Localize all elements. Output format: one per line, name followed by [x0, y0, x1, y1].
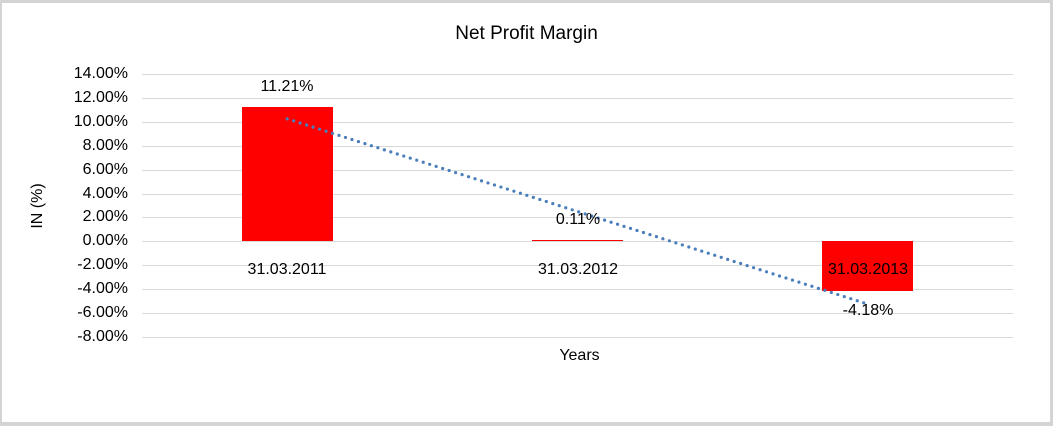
x-axis-title: Years [559, 347, 600, 364]
x-axis-category-label: 31.03.2011 [247, 261, 327, 278]
y-axis-tick-label: 12.00% [73, 89, 128, 106]
bar-31.03.2011[interactable] [242, 107, 333, 241]
x-axis-category-label: 31.03.2012 [537, 261, 619, 278]
y-axis-tick-label: 8.00% [82, 137, 128, 154]
y-axis-tick-label: 2.00% [82, 208, 128, 225]
gridline [142, 337, 1013, 338]
data-label: 0.11% [555, 211, 601, 228]
y-axis-tick-label: -8.00% [77, 328, 128, 345]
y-axis-tick-label: 4.00% [82, 185, 128, 202]
bar-31.03.2012[interactable] [532, 240, 623, 241]
y-axis-tick-label: 6.00% [82, 161, 128, 178]
data-label: 11.21% [260, 78, 314, 95]
y-axis-tick-label: -2.00% [77, 256, 128, 273]
x-axis-category-label: 31.03.2013 [827, 261, 909, 278]
gridline [142, 74, 1013, 75]
y-axis-tick-label: 10.00% [73, 113, 128, 130]
y-axis-tick-label: 14.00% [73, 65, 128, 82]
y-axis-tick-label: -6.00% [77, 304, 128, 321]
gridline [142, 98, 1013, 99]
chart-title: Net Profit Margin [455, 23, 598, 44]
y-axis-tick-label: -4.00% [77, 280, 128, 297]
data-label: -4.18% [842, 302, 894, 319]
y-axis-tick-label: 0.00% [82, 232, 128, 249]
gridline [142, 313, 1013, 314]
